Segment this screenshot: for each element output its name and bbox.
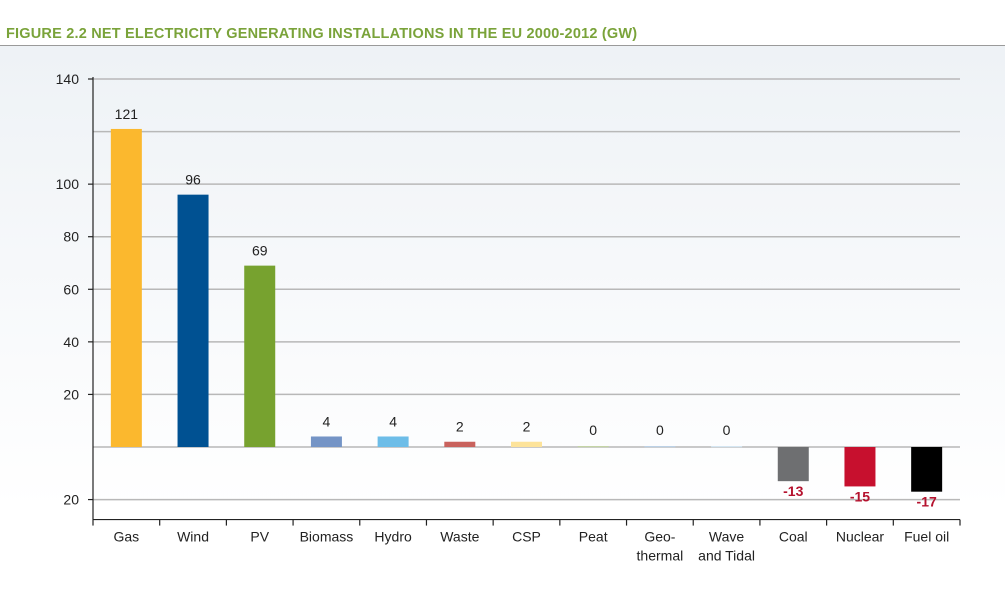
x-tick-label-line: Gas <box>114 529 140 545</box>
value-label: -17 <box>917 494 937 510</box>
value-labels: 121 96 69 4 4 2 2 0 0 0 -13 -15 -17 <box>115 106 937 510</box>
x-tick-label-line: thermal <box>637 548 684 564</box>
bar-nuclear <box>844 447 876 487</box>
x-tick-label-line: Geo- <box>644 529 675 545</box>
value-label: 0 <box>723 422 731 438</box>
value-label: -15 <box>850 488 870 504</box>
x-tick-label-line: Peat <box>579 529 608 545</box>
bar-biomass <box>310 436 342 447</box>
x-tick-label-line: PV <box>250 529 269 545</box>
value-label: 4 <box>323 413 331 429</box>
x-tick-label: Gas <box>114 529 140 545</box>
x-tick-label-line: Nuclear <box>836 529 885 545</box>
x-tick-label-line: Wind <box>177 529 209 545</box>
x-tick-label-line: Waste <box>440 529 479 545</box>
x-tick-label: Wave and Tidal <box>698 529 755 564</box>
figure-title: FIGURE 2.2 NET ELECTRICITY GENERATING IN… <box>6 26 638 42</box>
bar-fuel-oil <box>911 447 943 492</box>
x-tick-label-line: and Tidal <box>698 548 755 564</box>
bar-geo--thermal <box>644 446 676 448</box>
x-tick-label-line: Biomass <box>300 529 354 545</box>
bars <box>110 128 943 492</box>
x-tick-label: Hydro <box>374 529 412 545</box>
x-tick-label: Waste <box>440 529 479 545</box>
x-tick-label: Nuclear <box>836 529 885 545</box>
value-label: -13 <box>783 483 803 499</box>
x-tick-label-line: Wave <box>709 529 744 545</box>
value-label: 2 <box>456 419 464 435</box>
title-rule <box>0 45 1005 46</box>
y-tick-label: 60 <box>63 281 79 297</box>
y-tick-label: 100 <box>56 176 80 192</box>
bar-coal <box>777 447 809 482</box>
value-label: 0 <box>656 422 664 438</box>
x-tick-label: Wind <box>177 529 209 545</box>
value-label: 4 <box>389 413 397 429</box>
x-tick-label-line: Coal <box>779 529 808 545</box>
chart-panel: 140 100 80 60 40 20 20 121 96 69 4 4 2 2 0 0 0 -13 -15 -17… <box>0 46 1005 590</box>
x-tick-label: Geo-thermal <box>637 529 684 564</box>
value-label: 121 <box>115 106 139 122</box>
y-tick-label: 20 <box>63 492 79 508</box>
title-bar: FIGURE 2.2 NET ELECTRICITY GENERATING IN… <box>0 0 1005 46</box>
y-axis-ticks: 140 100 80 60 40 20 20 <box>56 71 93 508</box>
bar-waste <box>444 441 476 447</box>
x-tick-label: Peat <box>579 529 608 545</box>
value-label: 0 <box>589 422 597 438</box>
y-tick-label: 40 <box>63 334 79 350</box>
x-tick-label: Coal <box>779 529 808 545</box>
x-tick-label-line: Fuel oil <box>904 529 949 545</box>
x-tick-label: PV <box>250 529 269 545</box>
bar-peat <box>577 446 609 448</box>
value-label: 2 <box>523 419 531 435</box>
gridlines <box>93 78 960 501</box>
y-tick-label: 140 <box>56 71 80 87</box>
bar-wind <box>177 194 209 447</box>
bar-hydro <box>377 436 409 447</box>
value-label: 69 <box>252 243 268 259</box>
value-label: 96 <box>185 172 201 188</box>
bar-csp <box>511 441 542 447</box>
y-tick-label: 20 <box>63 386 79 402</box>
y-tick-label: 80 <box>63 229 79 245</box>
x-tick-label-line: CSP <box>512 529 541 545</box>
x-tick-label-line: Hydro <box>374 529 412 545</box>
x-tick-label: CSP <box>512 529 541 545</box>
bar-wave-and-tidal <box>711 446 743 448</box>
x-tick-label: Fuel oil <box>904 529 949 545</box>
axes <box>92 77 961 526</box>
x-tick-label: Biomass <box>300 529 354 545</box>
x-axis-labels: Gas Wind PV Biomass Hydro Waste CSP Peat Geo-the… <box>114 529 950 564</box>
bar-pv <box>244 265 276 447</box>
bar-gas <box>110 128 142 447</box>
